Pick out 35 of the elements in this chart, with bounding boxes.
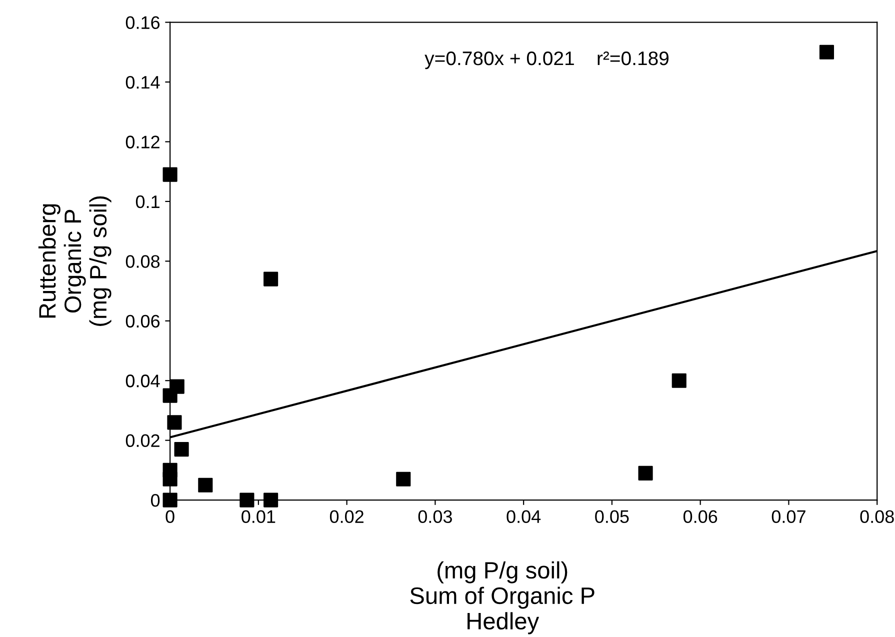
x-tick-label: 0.08 <box>860 510 894 524</box>
point <box>198 478 213 492</box>
y-tick-label: 0.04 <box>126 374 160 388</box>
x-tick-label: 0.04 <box>506 510 541 524</box>
point <box>167 415 182 430</box>
y-tick-label: 0.06 <box>126 314 160 328</box>
y-tick-label: 0 <box>150 494 160 507</box>
point <box>162 492 178 508</box>
x-tick-label: 0.01 <box>242 510 276 524</box>
point <box>162 472 178 486</box>
x-tick-label: 0.05 <box>595 510 629 524</box>
point <box>174 442 189 457</box>
point <box>638 466 653 480</box>
x-tick-label: 0.07 <box>772 510 806 524</box>
x-tick-label: 0 <box>166 510 174 524</box>
point <box>240 492 254 508</box>
x-tick-label: 0.02 <box>330 510 364 524</box>
y-tick-label: 0.14 <box>126 76 160 89</box>
point <box>396 472 411 486</box>
point <box>819 44 834 60</box>
y-tick-label: 0.12 <box>126 136 160 148</box>
point <box>264 272 278 286</box>
point <box>162 167 178 182</box>
x-tick-label: 0.03 <box>418 510 452 524</box>
y-tick-label: 0.1 <box>136 195 160 208</box>
point <box>264 492 278 508</box>
y-tick-label: 0.16 <box>126 16 160 30</box>
x-tick-label: 0.06 <box>683 510 718 524</box>
point <box>162 388 178 403</box>
annotation: y=0.780x + 0.021 r²=0.189 <box>424 51 669 70</box>
y-tick-label: 0.02 <box>126 434 160 448</box>
y-axis-title: Ruttenberg Organic P (mg P/g soil) <box>38 196 112 326</box>
x-axis-title: (mg P/g soil) Sum of Organic P Hedley <box>410 561 594 634</box>
y-tick-label: 0.08 <box>126 255 160 268</box>
point <box>672 373 686 388</box>
